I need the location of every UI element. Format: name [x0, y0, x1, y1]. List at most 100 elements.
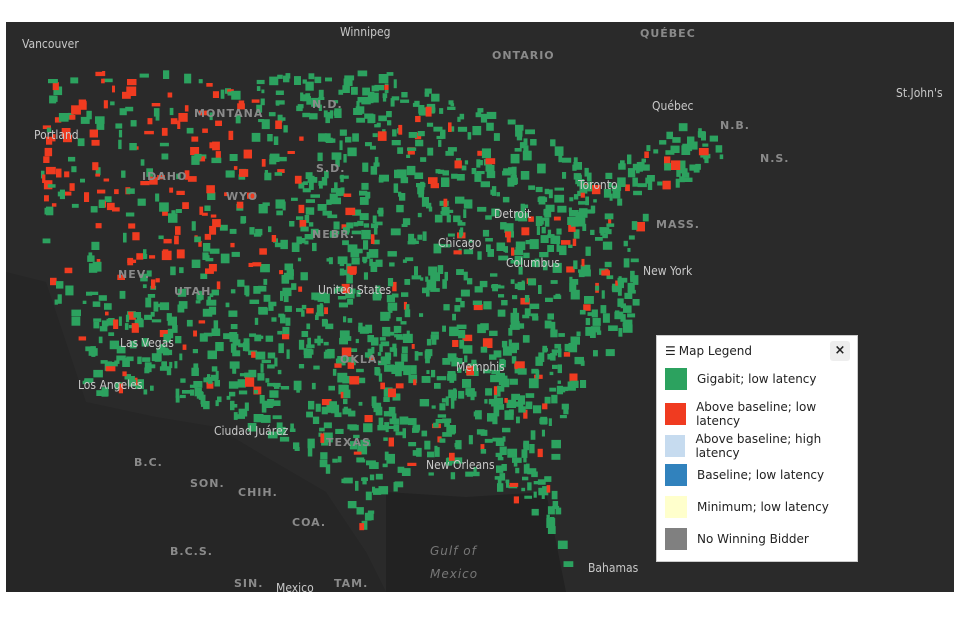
coverage-patch: [324, 307, 328, 315]
coverage-patch: [97, 189, 106, 194]
coverage-patch: [380, 311, 390, 321]
coverage-patch: [95, 71, 105, 77]
coverage-patch: [156, 348, 161, 358]
coverage-patch: [343, 477, 353, 484]
coverage-patch: [367, 335, 374, 343]
coverage-patch: [273, 136, 279, 145]
coverage-patch: [430, 183, 439, 189]
coverage-patch: [514, 211, 521, 221]
coverage-patch: [644, 151, 649, 158]
coverage-patch: [238, 343, 246, 348]
coverage-patch: [108, 332, 115, 336]
coverage-patch: [192, 349, 198, 354]
coverage-patch: [550, 321, 556, 331]
coverage-patch: [576, 331, 581, 337]
coverage-patch: [442, 279, 447, 289]
coverage-patch: [437, 414, 447, 418]
coverage-patch: [406, 330, 410, 336]
coverage-patch: [585, 246, 591, 256]
coverage-patch: [230, 343, 237, 353]
coverage-patch: [678, 168, 688, 174]
coverage-patch: [502, 346, 512, 356]
coverage-patch: [443, 198, 448, 209]
coverage-patch: [282, 334, 290, 340]
coverage-patch: [207, 378, 213, 384]
coverage-patch: [632, 299, 640, 306]
coverage-patch: [541, 429, 545, 437]
coverage-patch: [356, 377, 366, 384]
coverage-patch: [510, 312, 520, 323]
coverage-patch: [657, 181, 663, 186]
coverage-patch: [251, 99, 260, 103]
coverage-patch: [114, 382, 122, 390]
coverage-patch: [108, 318, 114, 325]
coverage-patch: [496, 242, 506, 251]
coverage-patch: [360, 215, 366, 220]
coverage-patch: [497, 404, 505, 410]
coverage-patch: [273, 382, 281, 387]
coverage-patch: [544, 476, 552, 482]
coverage-patch: [513, 459, 518, 467]
close-button[interactable]: ×: [830, 341, 850, 361]
coverage-patch: [633, 190, 642, 196]
place-label: Los Angeles: [78, 378, 143, 392]
coverage-patch: [71, 203, 79, 208]
map[interactable]: Vancouver Winnipeg ONTARIO QUÉBEC St.John's Q…: [6, 22, 954, 592]
coverage-patch: [530, 430, 536, 440]
coverage-patch: [374, 367, 380, 376]
coverage-patch: [170, 266, 176, 276]
coverage-patch: [228, 310, 238, 317]
coverage-patch: [258, 204, 268, 214]
coverage-patch: [269, 390, 279, 398]
coverage-patch: [157, 175, 165, 180]
coverage-patch: [532, 316, 539, 321]
coverage-patch: [279, 270, 283, 275]
coverage-patch: [550, 517, 555, 524]
coverage-patch: [457, 367, 462, 373]
coverage-patch: [273, 400, 281, 406]
coverage-patch: [341, 478, 346, 484]
coverage-patch: [399, 416, 409, 425]
coverage-patch: [387, 120, 392, 126]
coverage-patch: [359, 523, 365, 531]
coverage-patch: [602, 313, 610, 323]
coverage-patch: [229, 391, 236, 397]
coverage-patch: [171, 210, 176, 220]
coverage-patch: [595, 285, 600, 291]
coverage-patch: [260, 98, 265, 106]
coverage-patch: [468, 435, 473, 445]
coverage-patch: [226, 395, 231, 400]
coverage-patch: [447, 233, 455, 237]
coverage-patch: [353, 108, 363, 115]
coverage-patch: [290, 423, 294, 430]
coverage-patch: [139, 73, 149, 78]
coverage-patch: [451, 173, 458, 179]
coverage-patch: [232, 368, 237, 374]
coverage-patch: [229, 154, 238, 161]
coverage-patch: [430, 288, 440, 292]
coverage-patch: [516, 416, 520, 424]
coverage-patch: [143, 249, 147, 259]
coverage-patch: [269, 159, 277, 165]
coverage-patch: [393, 79, 397, 89]
coverage-patch: [515, 361, 525, 370]
coverage-patch: [248, 369, 257, 378]
coverage-patch: [425, 349, 433, 357]
coverage-patch: [538, 352, 545, 362]
coverage-patch: [646, 145, 651, 151]
coverage-patch: [527, 278, 537, 286]
coverage-patch: [573, 157, 578, 164]
coverage-patch: [449, 452, 455, 461]
coverage-patch: [378, 207, 384, 217]
coverage-patch: [372, 402, 382, 409]
coverage-patch: [505, 224, 510, 228]
coverage-patch: [636, 162, 643, 172]
coverage-patch: [452, 313, 456, 321]
coverage-patch: [235, 114, 241, 124]
coverage-patch: [261, 89, 265, 94]
coverage-patch: [143, 389, 148, 395]
coverage-patch: [197, 156, 206, 162]
coverage-patch: [601, 270, 610, 276]
coverage-patch: [536, 226, 540, 235]
coverage-patch: [390, 228, 401, 236]
